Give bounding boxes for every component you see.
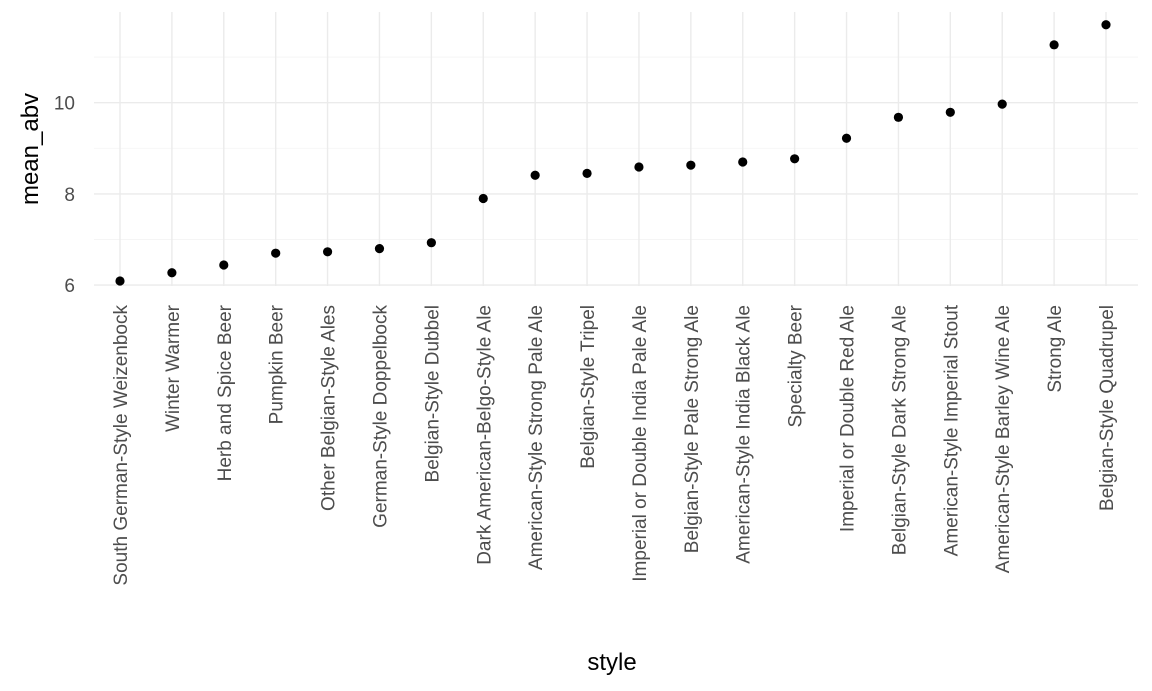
data-point [530, 170, 540, 180]
y-tick-label: 8 [64, 185, 75, 206]
x-tick-label: Belgian-Style Quadrupel [1097, 305, 1118, 511]
data-point [115, 276, 125, 286]
x-axis-ticks: South German-Style Weizenbock Winter Warm… [111, 304, 1118, 585]
data-point [686, 160, 696, 170]
x-tick-label: Belgian-Style Dark Strong Ale [889, 305, 910, 555]
y-tick-label: 10 [54, 94, 75, 115]
x-tick-label: American-Style Strong Pale Ale [526, 305, 547, 570]
grid-lines [94, 12, 1138, 286]
data-point [790, 154, 800, 164]
x-tick-label: Pumpkin Beer [267, 304, 288, 424]
x-axis-title: style [587, 649, 636, 676]
x-tick-label: Dark American-Belgo-Style Ale [474, 305, 495, 565]
data-point [582, 168, 592, 178]
data-point [167, 268, 177, 278]
x-tick-label: Belgian-Style Dubbel [422, 305, 443, 482]
y-axis-title: mean_abv [17, 93, 44, 205]
x-tick-label: Imperial or Double Red Ale [838, 305, 859, 532]
y-axis-ticks: 6 8 10 [54, 94, 75, 297]
data-point [426, 238, 436, 248]
x-tick-label: American-Style Imperial Stout [941, 304, 962, 556]
x-tick-label: Other Belgian-Style Ales [319, 305, 340, 511]
data-point [219, 260, 229, 270]
data-point [478, 193, 488, 204]
x-tick-label: South German-Style Weizenbock [111, 305, 132, 586]
x-tick-label: American-Style India Black Ale [734, 305, 755, 564]
x-tick-label: American-Style Barley Wine Ale [993, 305, 1014, 573]
x-tick-label: Herb and Spice Beer [215, 304, 236, 481]
data-point [945, 107, 955, 117]
x-tick-label: Belgian-Style Pale Strong Ale [682, 305, 703, 553]
data-point [374, 244, 385, 254]
x-tick-label: Imperial or Double India Pale Ale [630, 305, 651, 582]
data-points [115, 20, 1111, 286]
data-point [271, 248, 281, 258]
data-point [1049, 40, 1059, 50]
x-tick-label: Belgian-Style Tripel [578, 305, 599, 469]
data-point [997, 99, 1007, 109]
data-point [893, 112, 904, 122]
y-tick-label: 6 [64, 276, 75, 297]
x-tick-label: Strong Ale [1045, 305, 1066, 393]
x-tick-label: Specialty Beer [786, 304, 807, 427]
data-point [841, 133, 852, 143]
data-point [322, 247, 333, 257]
data-point [1101, 20, 1111, 30]
data-point [738, 157, 748, 167]
x-tick-label: Winter Warmer [163, 304, 184, 432]
x-tick-label: German-Style Doppelbock [370, 305, 391, 528]
data-point [634, 162, 644, 172]
